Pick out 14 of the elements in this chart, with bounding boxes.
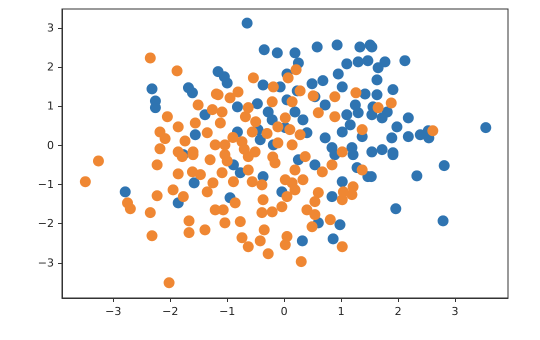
y-tick-label: 0 xyxy=(47,138,54,152)
y-tick-label: −1 xyxy=(38,178,54,191)
x-tick-label: 3 xyxy=(452,305,459,318)
x-tick-label: 2 xyxy=(394,305,402,318)
y-tick-label: 1 xyxy=(47,100,54,113)
x-tick-label: −3 xyxy=(105,305,122,318)
y-tick-label: −3 xyxy=(38,256,54,270)
y-tick-label: 2 xyxy=(47,60,54,74)
x-tick-label: −1 xyxy=(219,305,236,318)
x-tick-label: 1 xyxy=(338,305,345,318)
y-tick-label: 3 xyxy=(47,21,54,34)
x-tick-label: 0 xyxy=(280,305,288,318)
x-tick-label: −2 xyxy=(162,305,178,318)
y-tick-label: −2 xyxy=(38,217,54,230)
